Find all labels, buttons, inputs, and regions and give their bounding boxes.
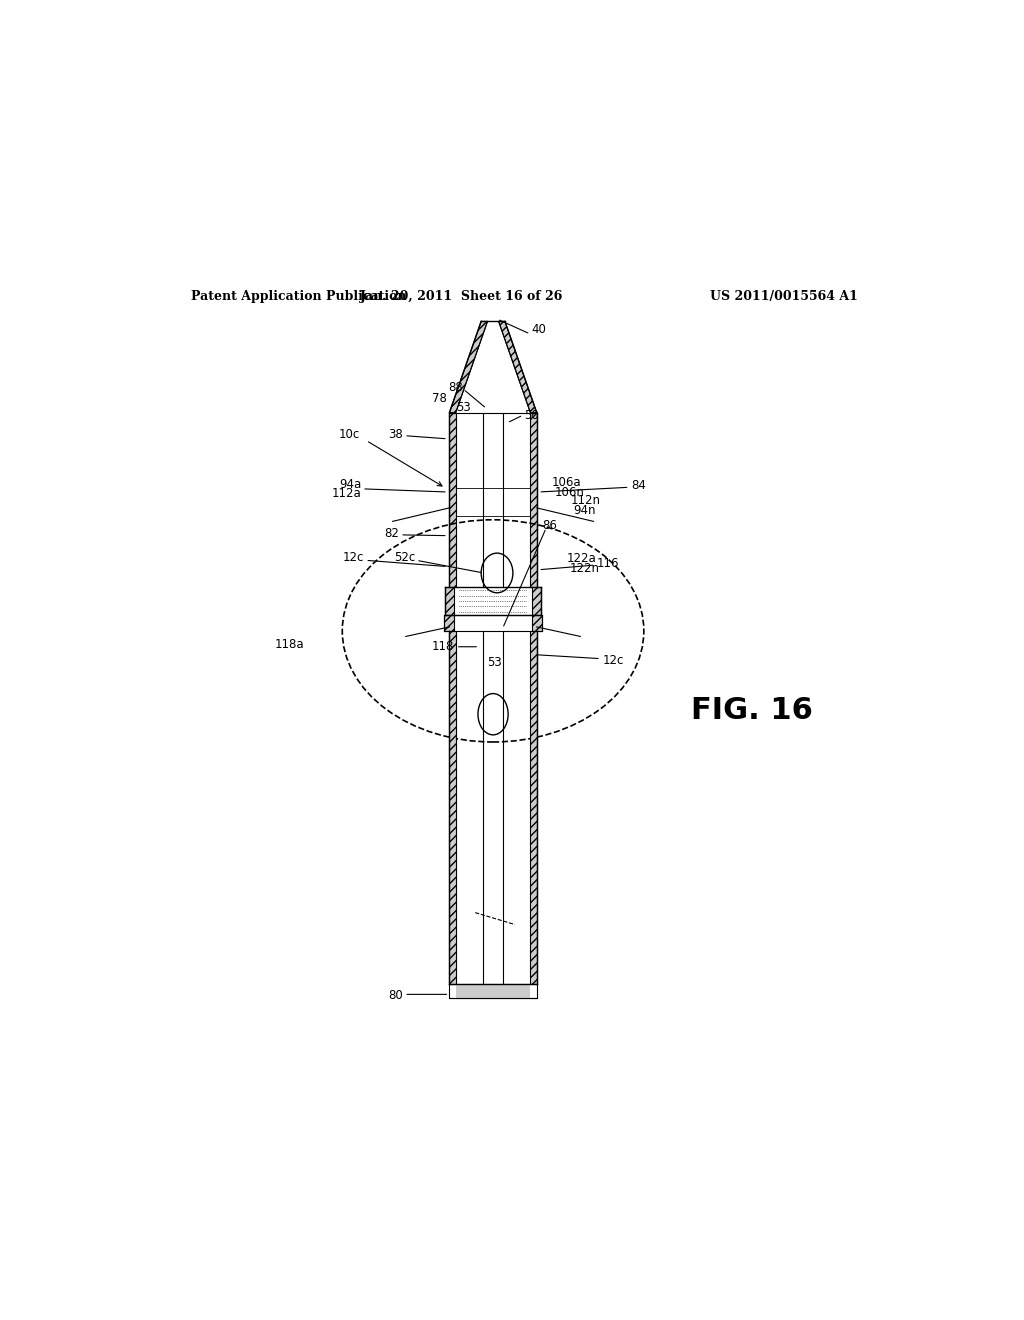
Text: 112n: 112n xyxy=(570,494,601,507)
Bar xyxy=(450,631,456,983)
Text: Patent Application Publication: Patent Application Publication xyxy=(191,289,407,302)
Text: FIG. 16: FIG. 16 xyxy=(691,696,813,725)
Text: 53: 53 xyxy=(487,656,502,669)
Polygon shape xyxy=(450,321,487,413)
Bar xyxy=(530,631,537,983)
Text: 86: 86 xyxy=(543,519,557,532)
Text: 82: 82 xyxy=(385,527,399,540)
Text: 78: 78 xyxy=(432,392,447,405)
Bar xyxy=(531,615,543,631)
Text: 122n: 122n xyxy=(569,562,599,574)
Text: 118: 118 xyxy=(432,640,455,653)
Text: 118a: 118a xyxy=(274,638,304,651)
Text: 84: 84 xyxy=(631,479,646,492)
Text: 112a: 112a xyxy=(332,487,361,500)
Text: 88: 88 xyxy=(447,380,463,393)
Bar xyxy=(445,587,455,615)
Bar xyxy=(530,413,537,587)
Bar xyxy=(450,983,537,998)
Text: 10c: 10c xyxy=(338,429,359,441)
Text: 122a: 122a xyxy=(567,552,597,565)
Text: 12c: 12c xyxy=(602,653,624,667)
Text: 50: 50 xyxy=(524,408,539,421)
Polygon shape xyxy=(499,321,537,413)
Bar xyxy=(456,983,530,998)
Text: 12c: 12c xyxy=(343,550,365,564)
Text: 94a: 94a xyxy=(339,478,361,491)
Text: 80: 80 xyxy=(389,990,403,1002)
Bar xyxy=(450,413,456,587)
Text: US 2011/0015564 A1: US 2011/0015564 A1 xyxy=(711,289,858,302)
Text: Jan. 20, 2011  Sheet 16 of 26: Jan. 20, 2011 Sheet 16 of 26 xyxy=(359,289,563,302)
Text: 94n: 94n xyxy=(573,504,596,516)
Text: 38: 38 xyxy=(389,428,403,441)
Text: 52c: 52c xyxy=(394,550,416,564)
Bar xyxy=(531,587,541,615)
Text: 53: 53 xyxy=(456,400,471,413)
Bar xyxy=(443,615,455,631)
Text: 106n: 106n xyxy=(555,486,585,499)
Text: 106a: 106a xyxy=(552,477,582,488)
Text: 116: 116 xyxy=(596,557,618,570)
Text: 40: 40 xyxy=(531,323,546,335)
